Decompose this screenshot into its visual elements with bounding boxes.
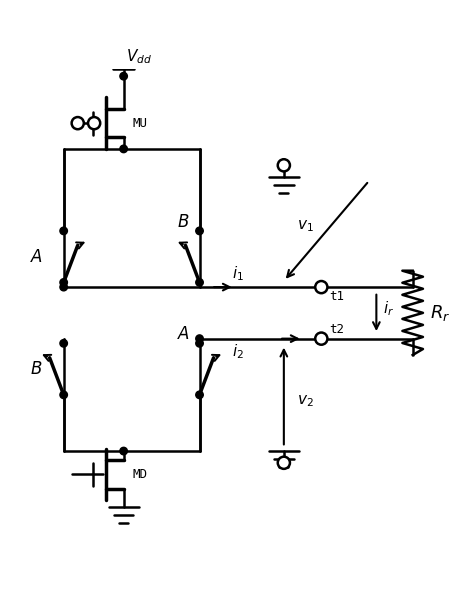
Circle shape [88, 117, 100, 129]
Circle shape [196, 339, 203, 347]
Circle shape [60, 339, 67, 347]
Text: MD: MD [132, 468, 147, 481]
Circle shape [60, 391, 67, 399]
Circle shape [196, 279, 203, 286]
Circle shape [120, 72, 128, 80]
Text: $v_2$: $v_2$ [297, 393, 314, 409]
Text: $V_{dd}$: $V_{dd}$ [126, 47, 152, 66]
Text: $R_r$: $R_r$ [430, 303, 451, 323]
Circle shape [60, 227, 67, 235]
Text: t1: t1 [329, 290, 344, 303]
Circle shape [196, 335, 203, 342]
Text: $A$: $A$ [177, 325, 190, 343]
Circle shape [60, 283, 67, 291]
Circle shape [315, 333, 328, 345]
Text: $v_1$: $v_1$ [297, 219, 314, 234]
Text: $i_r$: $i_r$ [383, 299, 394, 317]
Circle shape [120, 447, 128, 455]
Circle shape [120, 145, 128, 153]
Circle shape [72, 117, 84, 129]
Circle shape [278, 456, 290, 469]
Circle shape [196, 227, 203, 235]
Text: $i_2$: $i_2$ [232, 342, 244, 361]
Text: t2: t2 [329, 323, 344, 336]
Text: $i_1$: $i_1$ [232, 265, 244, 283]
Circle shape [278, 159, 290, 171]
Circle shape [315, 281, 328, 293]
Text: MU: MU [132, 117, 147, 130]
Circle shape [196, 391, 203, 399]
Circle shape [60, 279, 67, 286]
Text: $B$: $B$ [30, 360, 43, 378]
Text: $A$: $A$ [30, 248, 43, 266]
Text: $B$: $B$ [177, 212, 189, 231]
